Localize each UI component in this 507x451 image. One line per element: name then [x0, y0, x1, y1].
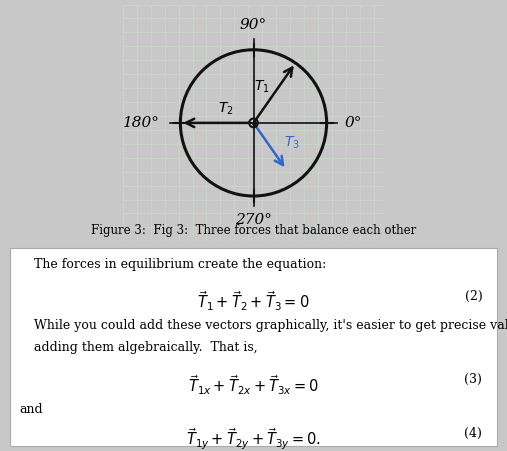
- Text: Figure 3:  Fig 3:  Three forces that balance each other: Figure 3: Fig 3: Three forces that balan…: [91, 224, 416, 236]
- Text: $\vec{T}_{1x} + \vec{T}_{2x} + \vec{T}_{3x} = 0$: $\vec{T}_{1x} + \vec{T}_{2x} + \vec{T}_{…: [188, 373, 319, 396]
- Text: 270°: 270°: [235, 213, 272, 227]
- Text: 90°: 90°: [240, 18, 267, 32]
- Text: $T_2$: $T_2$: [218, 101, 234, 117]
- Text: The forces in equilibrium create the equation:: The forces in equilibrium create the equ…: [34, 258, 327, 271]
- FancyBboxPatch shape: [10, 248, 497, 446]
- Text: and: and: [20, 403, 44, 416]
- Text: (4): (4): [464, 427, 482, 440]
- Text: $T_1$: $T_1$: [254, 78, 269, 95]
- Text: 0°: 0°: [344, 116, 361, 130]
- Text: (2): (2): [464, 290, 482, 303]
- Text: While you could add these vectors graphically, it's easier to get precise values: While you could add these vectors graphi…: [34, 319, 507, 332]
- Text: 180°: 180°: [123, 116, 160, 130]
- Text: $\vec{T}_1 + \vec{T}_2 + \vec{T}_3 = 0$: $\vec{T}_1 + \vec{T}_2 + \vec{T}_3 = 0$: [197, 290, 310, 313]
- Text: $\vec{T}_{1y} + \vec{T}_{2y} + \vec{T}_{3y} = 0.$: $\vec{T}_{1y} + \vec{T}_{2y} + \vec{T}_{…: [186, 427, 321, 451]
- Text: adding them algebraically.  That is,: adding them algebraically. That is,: [34, 341, 258, 354]
- Text: $T_3$: $T_3$: [284, 135, 300, 151]
- Text: (3): (3): [464, 373, 482, 386]
